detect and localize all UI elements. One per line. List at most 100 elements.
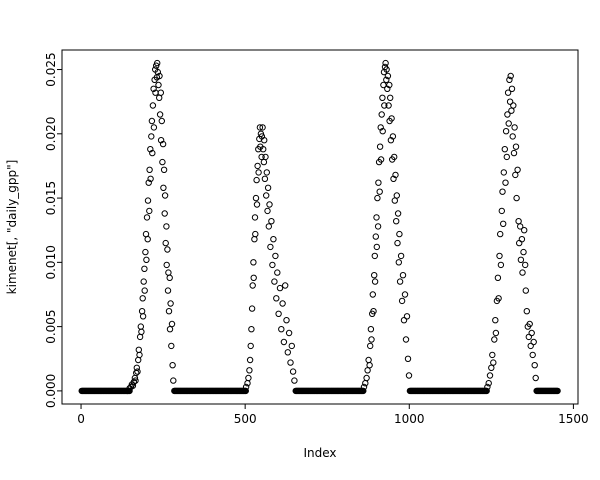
data-point	[510, 102, 517, 109]
data-point	[252, 194, 260, 202]
data-point	[126, 387, 133, 395]
data-point	[165, 269, 172, 276]
data-point	[374, 194, 381, 202]
data-point	[251, 236, 258, 243]
data-point	[531, 362, 538, 369]
data-point	[374, 223, 382, 230]
data-point	[392, 171, 399, 179]
data-point	[506, 98, 514, 105]
data-point	[515, 218, 522, 225]
data-point	[289, 368, 297, 375]
data-point	[146, 207, 153, 215]
data-point	[360, 383, 368, 391]
data-point	[371, 272, 378, 279]
data-point	[144, 197, 152, 204]
data-point	[365, 356, 372, 364]
data-point	[288, 342, 295, 350]
data-point	[504, 111, 511, 118]
data-point	[253, 176, 260, 184]
data-point	[364, 367, 371, 374]
data-point	[382, 59, 389, 67]
data-point	[168, 320, 176, 328]
data-point	[245, 374, 252, 382]
data-point	[280, 338, 288, 346]
data-point	[253, 201, 261, 208]
data-point	[397, 252, 405, 260]
data-point	[166, 274, 173, 281]
data-point	[377, 156, 385, 163]
data-point	[143, 256, 150, 263]
data-point	[510, 149, 518, 157]
data-point	[155, 81, 162, 89]
data-point	[141, 287, 148, 294]
data-point	[261, 137, 268, 144]
y-axis-tick-label: 0.010	[44, 245, 58, 279]
data-point	[393, 218, 400, 225]
data-point	[259, 124, 266, 131]
data-point	[395, 259, 402, 266]
data-point	[134, 368, 141, 375]
data-point	[492, 329, 500, 337]
data-point	[516, 239, 523, 247]
y-axis-tick-label: 0.005	[44, 309, 58, 343]
data-point	[485, 380, 492, 387]
data-point	[242, 387, 250, 395]
data-point	[136, 333, 144, 341]
data-point	[497, 230, 504, 238]
data-point	[492, 317, 499, 324]
data-point	[523, 308, 530, 315]
data-point	[278, 326, 285, 333]
data-point	[136, 351, 143, 359]
data-point	[264, 184, 272, 192]
data-point	[529, 351, 536, 359]
data-point	[138, 308, 146, 315]
data-point	[502, 128, 510, 135]
data-point	[378, 111, 385, 118]
data-point	[133, 364, 141, 371]
data-point	[490, 359, 497, 366]
data-point	[513, 194, 520, 202]
data-point	[272, 252, 279, 260]
data-point	[246, 356, 254, 364]
data-point	[383, 66, 390, 73]
data-point	[366, 362, 373, 369]
data-point	[263, 169, 270, 176]
data-point	[387, 94, 394, 102]
data-point	[247, 342, 254, 350]
data-point	[369, 291, 376, 298]
data-point	[160, 184, 167, 192]
data-point	[260, 158, 268, 166]
data-point	[506, 76, 513, 84]
data-point	[254, 162, 261, 170]
data-point	[147, 175, 154, 183]
data-point	[504, 89, 512, 96]
data-point	[282, 282, 289, 289]
data-point	[285, 329, 293, 337]
data-point	[379, 94, 386, 102]
data-point	[142, 248, 149, 256]
data-point	[261, 175, 269, 183]
data-point	[163, 261, 170, 269]
data-point	[367, 342, 374, 350]
data-point	[169, 362, 176, 369]
data-point	[287, 359, 294, 366]
data-point	[509, 133, 516, 140]
data-point	[383, 76, 390, 84]
data-point	[391, 153, 398, 161]
data-point	[398, 297, 406, 305]
y-axis-tick-label: 0.015	[44, 181, 58, 215]
data-point	[371, 278, 379, 285]
data-point	[497, 261, 505, 269]
data-point	[507, 72, 514, 80]
data-point	[532, 374, 539, 382]
data-point	[167, 300, 174, 307]
data-point	[262, 153, 269, 161]
data-point	[496, 252, 503, 260]
data-point	[385, 102, 392, 109]
data-point	[137, 323, 145, 330]
data-point	[146, 166, 153, 174]
x-axis-tick-label: 1500	[558, 412, 589, 426]
data-point	[149, 102, 157, 109]
data-point	[360, 387, 367, 395]
